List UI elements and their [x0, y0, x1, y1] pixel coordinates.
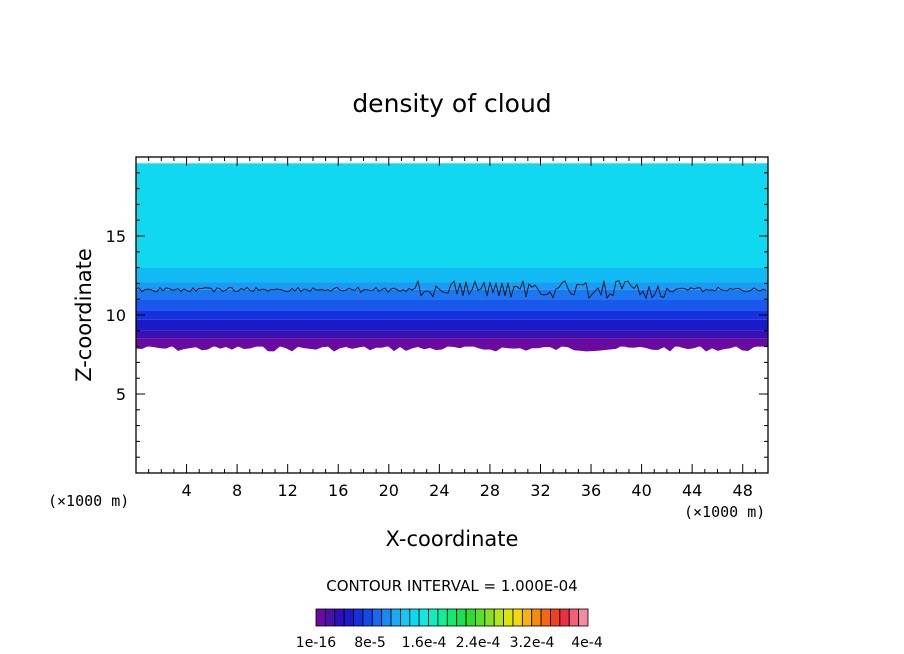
field-layer — [136, 330, 768, 339]
colorbar-cell — [324, 608, 336, 627]
y-axis-label: Z-coordinate — [72, 248, 96, 382]
colorbar-cell — [512, 608, 523, 627]
colorbar-label: 8e-5 — [354, 635, 385, 651]
colorbar-label: 1.6e-4 — [402, 635, 447, 651]
colorbar-cell — [343, 608, 354, 627]
x-tick-label: 20 — [379, 481, 399, 500]
colorbar-cell — [390, 608, 401, 627]
chart-title: density of cloud — [352, 89, 551, 118]
colorbar-cell — [353, 608, 364, 627]
colorbar-cell — [334, 608, 345, 627]
field-layer — [136, 319, 768, 331]
x-tick-label: 4 — [181, 481, 191, 500]
y-tick-label: 10 — [106, 306, 126, 325]
plot-area — [135, 163, 768, 352]
colorbar-cell — [465, 608, 476, 627]
colorbar-cell — [521, 608, 533, 627]
colorbar-cell — [456, 608, 467, 627]
colorbar-cell — [446, 608, 458, 627]
x-tick-label: 28 — [480, 481, 500, 500]
colorbar-cell — [484, 608, 495, 627]
x-axis-label: X-coordinate — [386, 527, 519, 551]
colorbar-cell — [531, 608, 542, 627]
x-tick-label: 44 — [682, 481, 702, 500]
x-tick-label: 48 — [733, 481, 753, 500]
x-tick-label: 16 — [328, 481, 348, 500]
field-layer — [136, 163, 768, 268]
colorbar-cell — [550, 608, 561, 627]
colorbar-label: 2.4e-4 — [456, 635, 501, 651]
x-tick-label: 8 — [232, 481, 242, 500]
colorbar-cell — [475, 608, 486, 627]
colorbar-cell — [503, 608, 514, 627]
y-tick-label: 15 — [106, 227, 126, 246]
colorbar-cell — [568, 608, 580, 627]
field-layer — [136, 310, 768, 320]
colorbar-cell — [381, 608, 392, 627]
x-tick-label: 40 — [631, 481, 651, 500]
field-layer — [136, 299, 768, 311]
x-tick-label: 36 — [581, 481, 601, 500]
contour-interval-label: CONTOUR INTERVAL = 1.000E-04 — [326, 577, 577, 595]
colorbar-cell — [400, 608, 411, 627]
colorbar-cell — [362, 608, 373, 627]
contour-line — [135, 279, 767, 300]
colorbar-cell — [371, 608, 383, 627]
colorbar: 1e-16 8e-5 1.6e-4 2.4e-4 3.2e-4 4e-4 — [296, 608, 603, 651]
field-layer — [136, 289, 768, 300]
x-unit-label: (×1000 m) — [684, 503, 765, 521]
x-tick-label: 24 — [429, 481, 449, 500]
colorbar-cell — [315, 608, 326, 627]
colorbar-cell — [437, 608, 448, 627]
cloud-base-edge — [136, 344, 768, 352]
colorbar-cell — [409, 608, 420, 627]
field-layer — [136, 338, 768, 347]
upper-band-edge — [136, 269, 768, 283]
colorbar-cell — [559, 608, 570, 627]
colorbar-label: 4e-4 — [571, 635, 603, 651]
colorbar-cell — [428, 608, 439, 627]
colorbar-cell — [418, 608, 429, 627]
colorbar-cell — [493, 608, 504, 627]
colorbar-label: 3.2e-4 — [510, 635, 555, 651]
x-tick-label: 32 — [530, 481, 550, 500]
z-unit-label: (×1000 m) — [48, 492, 129, 510]
colorbar-cell — [578, 608, 589, 627]
field-layer — [136, 278, 768, 290]
x-tick-label: 12 — [278, 481, 298, 500]
y-tick-label: 5 — [116, 385, 126, 404]
colorbar-label: 1e-16 — [296, 635, 336, 651]
colorbar-cell — [540, 608, 551, 627]
